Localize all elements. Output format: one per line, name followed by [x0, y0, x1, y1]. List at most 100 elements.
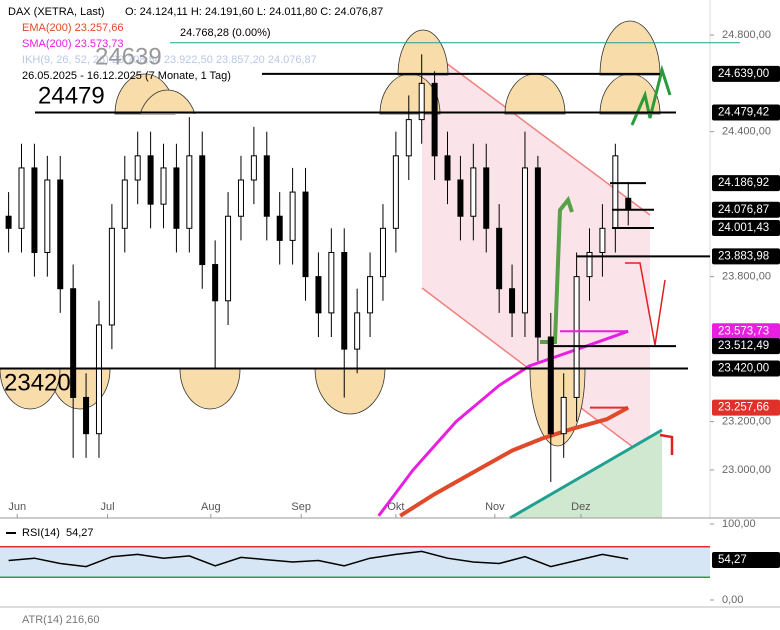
- candle-body: [289, 191, 296, 241]
- candle-body: [483, 167, 490, 229]
- candle-body: [547, 336, 554, 435]
- level-box: [712, 201, 780, 218]
- arcs: [0, 20, 661, 447]
- candle-body: [560, 396, 567, 435]
- candle-body: [250, 155, 257, 181]
- rsi-last-legend: 54,27: [66, 527, 94, 539]
- candle-body: [328, 251, 335, 314]
- candle-body: [70, 288, 77, 398]
- level-box: [712, 399, 780, 416]
- candle-body: [18, 167, 25, 229]
- rsi-tick-label: 0,00: [722, 594, 743, 606]
- candle-body: [108, 227, 115, 326]
- candle-body: [354, 312, 361, 350]
- level-box: [712, 248, 780, 265]
- candle-body: [444, 155, 451, 181]
- ma-line: [399, 405, 630, 518]
- arrow-zigzag: [630, 64, 672, 126]
- candle-body: [405, 119, 412, 157]
- rsi-legend: RSI(14): [22, 527, 60, 539]
- candle-body: [302, 191, 309, 278]
- candle-body: [225, 215, 232, 302]
- candle-body: [31, 167, 38, 253]
- candle-body: [379, 227, 386, 278]
- level-box: [712, 360, 780, 377]
- rsi-box: [712, 552, 780, 568]
- y-tick-label: 23.800,00: [722, 271, 771, 283]
- candle-body: [534, 167, 541, 338]
- candle-body: [95, 324, 102, 435]
- level-label: 24.186,92: [718, 177, 769, 189]
- level-box: [712, 323, 780, 340]
- candle-body: [57, 179, 64, 290]
- candle-body: [509, 288, 516, 314]
- x-tick-label: Okt: [387, 501, 404, 513]
- y-tick-label: 23.000,00: [722, 464, 771, 476]
- level-label: 23.257,66: [718, 402, 769, 414]
- rsi-tick-label: 100,00: [722, 518, 756, 530]
- y-tick-label: 23.200,00: [722, 416, 771, 428]
- x-tick-label: Sep: [291, 501, 311, 513]
- candle-body: [457, 179, 464, 217]
- sma-legend: SMA(200) 23.573,73: [22, 38, 124, 50]
- candle-body: [431, 82, 438, 157]
- candle-body: [392, 155, 399, 229]
- level-box: [712, 104, 780, 121]
- y-tick-label: 24.400,00: [722, 126, 771, 138]
- level-label: 24.479,42: [718, 107, 769, 119]
- candle-body: [134, 155, 141, 181]
- candle-body: [612, 155, 619, 229]
- level-label: 24.001,43: [718, 222, 769, 234]
- x-tick-label: Jun: [8, 501, 26, 513]
- atr-legend: ATR(14) 216,60: [22, 614, 99, 625]
- symbol: DAX (XETRA, Last): [8, 6, 105, 18]
- candle-body: [44, 179, 51, 253]
- candle-body: [121, 179, 128, 229]
- annotation: 24479: [38, 82, 105, 109]
- candle-body: [625, 197, 632, 211]
- candle-body: [315, 276, 322, 314]
- candle-body: [83, 396, 90, 435]
- ikh-legend: IKH(9, 26, 52, 26) 23.708,84 23.922,50 2…: [22, 54, 317, 66]
- level-label: 24.076,87: [718, 204, 769, 216]
- candle-body: [199, 155, 206, 266]
- candle-body: [367, 276, 374, 314]
- x-tick-label: Dez: [571, 501, 591, 513]
- candle-body: [418, 82, 425, 121]
- annotation: 24639: [95, 43, 162, 70]
- x-tick-label: Jul: [101, 501, 115, 513]
- level-box: [712, 65, 780, 82]
- candle-body: [263, 155, 270, 217]
- ema-legend: EMA(200) 23.257,66: [22, 22, 124, 34]
- y-tick-label: 24.800,00: [722, 29, 771, 41]
- level-label: 23.883,98: [718, 250, 769, 262]
- level-label: 23.420,00: [718, 362, 769, 374]
- trend-line: [509, 428, 663, 520]
- candle-body: [212, 264, 219, 302]
- ohlc: O: 24.124,11 H: 24.191,60 L: 24.011,80 C…: [125, 6, 383, 18]
- candle-body: [173, 167, 180, 229]
- candle-body: [470, 167, 477, 217]
- level-label: 23.573,73: [718, 325, 769, 337]
- rsi-last: 54,27: [718, 554, 747, 566]
- candle-body: [5, 215, 12, 229]
- rsi-line: [8, 550, 629, 568]
- arrow-down: [659, 433, 674, 455]
- range: 26.05.2025 - 16.12.2025 (7 Monate, 1 Tag…: [22, 70, 231, 82]
- candle-body: [147, 155, 154, 205]
- level-box: [712, 219, 780, 236]
- candle-body: [276, 215, 283, 241]
- ma-line: [377, 329, 629, 517]
- candle-body: [341, 251, 348, 350]
- annotation: 23420: [4, 369, 71, 396]
- level-box: [712, 338, 780, 355]
- candle-body: [186, 155, 193, 229]
- candle-body: [599, 227, 606, 253]
- level-label: 23.512,49: [718, 340, 769, 352]
- level-box: [712, 175, 780, 192]
- last-high: 24.768,28 (0.00%): [180, 27, 271, 39]
- candle-body: [496, 227, 503, 290]
- level-label: 24.639,00: [718, 68, 769, 80]
- candle-body: [521, 167, 528, 314]
